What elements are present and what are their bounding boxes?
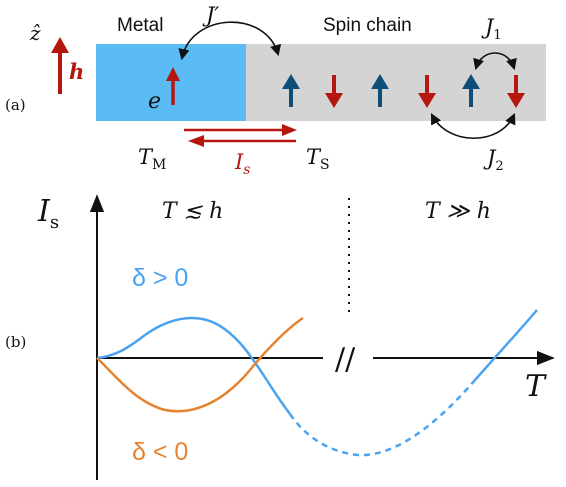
coupling-j1-arc — [473, 52, 517, 71]
panel-b-label: (b) — [5, 333, 26, 351]
temp-metal-label: TM — [138, 145, 166, 173]
panel-a: (a) ẑ h Metal e Spin chain — [5, 3, 546, 178]
field-h-arrow-icon — [51, 37, 69, 94]
y-axis-label: Is — [37, 194, 59, 233]
spin-current-arrows-icon — [184, 124, 297, 147]
metal-label: Metal — [117, 15, 163, 36]
panel-a-label: (a) — [5, 96, 26, 114]
regime-low-label: T ≲ h — [162, 199, 223, 224]
spin-down-2-icon — [418, 75, 436, 108]
series-negative-label: δ < 0 — [132, 438, 188, 466]
curve-delta-positive-solid — [96, 316, 291, 415]
temp-spin-label: TS — [306, 145, 330, 173]
series-positive-label: δ > 0 — [132, 264, 188, 292]
spin-chain-label: Spin chain — [323, 15, 412, 36]
coupling-jprime-arc — [178, 21, 282, 61]
metal-block — [96, 44, 246, 121]
curve-delta-positive-dashed — [288, 379, 476, 457]
coupling-j2-label: J2 — [483, 146, 504, 174]
electron-label: e — [148, 89, 161, 114]
field-h-label: h — [69, 59, 84, 84]
z-axis-label: ẑ — [29, 21, 41, 45]
regime-high-label: T ≫ h — [425, 199, 491, 224]
coupling-j1-label: J1 — [481, 15, 502, 43]
axis-break-mark: // — [335, 342, 356, 377]
x-axis-label: T — [525, 369, 547, 404]
spin-up-3-icon — [462, 74, 480, 107]
spin-up-1-icon — [282, 74, 300, 107]
spin-up-2-icon — [371, 74, 389, 107]
spin-down-1-icon — [325, 75, 343, 108]
coupling-jprime-label: J′ — [202, 3, 219, 27]
coupling-j2-arc — [430, 112, 516, 139]
electron-spin-up-icon — [166, 67, 180, 105]
panel-b: (b) // Is T T ≲ h T ≫ h δ > 0 δ < 0 — [5, 194, 555, 480]
curve-delta-positive-tail — [474, 309, 538, 381]
curve-delta-negative — [96, 316, 304, 413]
spin-down-3-icon — [507, 75, 525, 108]
spin-current-label: Is — [234, 150, 250, 178]
